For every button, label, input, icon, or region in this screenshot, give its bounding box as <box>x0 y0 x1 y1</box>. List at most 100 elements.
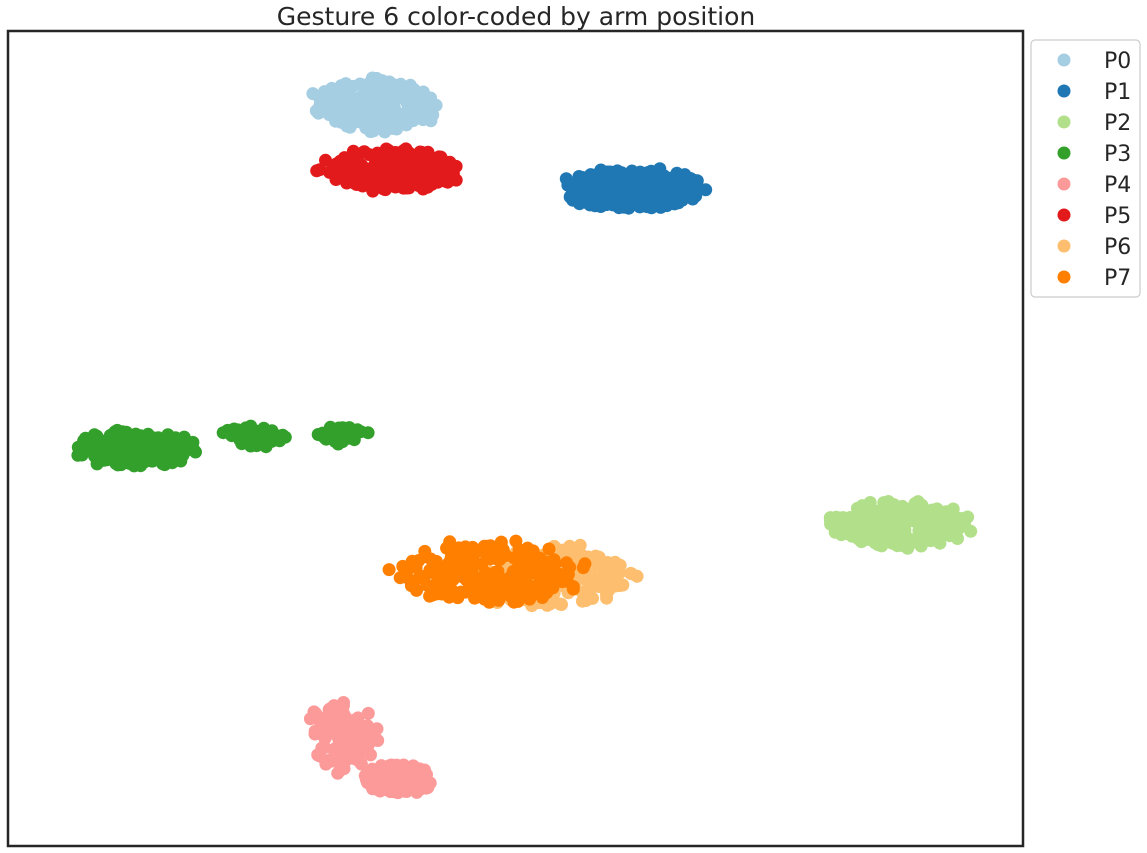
legend-item-P2: P2 <box>1057 111 1131 136</box>
point-P7 <box>410 583 423 597</box>
point-P7 <box>497 578 511 592</box>
point-P2 <box>898 512 912 526</box>
point-P7 <box>526 544 540 558</box>
legend-label: P2 <box>1104 111 1131 136</box>
point-P6 <box>602 564 616 578</box>
point-P4 <box>359 737 373 750</box>
legend-marker <box>1057 239 1071 253</box>
point-P2 <box>875 525 889 539</box>
point-P0 <box>400 96 414 110</box>
legend-item-P0: P0 <box>1057 49 1131 74</box>
point-P4 <box>336 699 350 713</box>
point-P4 <box>410 769 424 783</box>
point-P1 <box>680 182 694 196</box>
point-P5 <box>391 156 405 169</box>
point-P5 <box>378 182 392 196</box>
point-P4 <box>358 769 372 783</box>
point-P4 <box>333 759 347 773</box>
point-P4 <box>309 707 323 720</box>
point-P1 <box>576 171 590 185</box>
point-P7 <box>405 554 419 568</box>
point-P0 <box>337 98 350 112</box>
legend-marker <box>1057 208 1071 222</box>
legend: P0 P1 P2 P3 P4 P5 P6 P7 <box>1030 39 1141 298</box>
point-P7 <box>439 562 453 575</box>
point-P3 <box>90 452 104 466</box>
point-P4 <box>392 777 406 791</box>
point-P3 <box>88 435 101 449</box>
point-P7 <box>478 586 492 600</box>
legend-label: P5 <box>1104 204 1131 229</box>
point-P3 <box>244 422 258 436</box>
point-P4 <box>361 706 375 720</box>
point-P3 <box>332 422 346 436</box>
point-P4 <box>313 749 327 763</box>
point-P7 <box>507 595 521 609</box>
point-P1 <box>662 177 676 191</box>
point-P7 <box>452 541 466 555</box>
point-P2 <box>926 507 940 521</box>
series-P4 <box>303 696 437 800</box>
point-P1 <box>647 196 661 210</box>
point-P7 <box>560 556 574 570</box>
point-P4 <box>327 699 341 713</box>
legend-item-P1: P1 <box>1057 80 1131 105</box>
point-P7 <box>529 581 543 595</box>
point-P2 <box>829 524 842 538</box>
point-P4 <box>421 781 435 794</box>
legend-label: P6 <box>1104 235 1131 260</box>
point-P7 <box>561 567 575 581</box>
point-P7 <box>424 552 438 566</box>
point-P3 <box>171 445 185 459</box>
point-P0 <box>365 80 379 94</box>
point-P1 <box>599 187 613 201</box>
point-P1 <box>631 185 644 199</box>
point-P2 <box>915 507 929 521</box>
point-P4 <box>336 745 349 759</box>
point-P3 <box>136 454 150 468</box>
point-P5 <box>362 148 376 162</box>
point-P3 <box>321 431 335 445</box>
point-P5 <box>310 164 324 178</box>
legend-marker <box>1057 115 1071 129</box>
point-P0 <box>336 85 350 99</box>
legend-marker <box>1057 53 1071 67</box>
point-P0 <box>375 74 389 88</box>
point-P4 <box>406 759 420 773</box>
legend-label: P0 <box>1104 49 1131 74</box>
series-P2 <box>823 495 978 555</box>
point-P7 <box>424 565 438 579</box>
point-P7 <box>496 543 510 557</box>
point-P1 <box>583 198 597 212</box>
point-P0 <box>377 106 391 120</box>
point-P5 <box>383 171 397 185</box>
legend-label: P7 <box>1104 266 1131 291</box>
legend-item-P4: P4 <box>1057 173 1131 198</box>
point-P4 <box>368 725 382 739</box>
chart-title: Gesture 6 color-coded by arm position <box>277 2 756 31</box>
point-P3 <box>123 456 136 470</box>
point-P2 <box>925 525 938 539</box>
point-P7 <box>480 539 494 553</box>
point-P1 <box>625 164 639 178</box>
points-layer <box>71 71 978 800</box>
point-P5 <box>347 162 361 176</box>
point-P1 <box>620 179 633 193</box>
point-P7 <box>451 591 465 604</box>
point-P7 <box>479 574 493 587</box>
point-P0 <box>358 97 372 110</box>
point-P3 <box>100 453 114 467</box>
point-P5 <box>361 178 374 192</box>
point-P3 <box>259 440 273 454</box>
point-P5 <box>413 145 427 159</box>
point-P4 <box>390 763 404 777</box>
point-P5 <box>334 159 347 173</box>
point-P5 <box>443 155 457 169</box>
legend-item-P7: P7 <box>1057 266 1131 291</box>
series-P0 <box>306 71 443 139</box>
point-P2 <box>850 501 864 515</box>
point-P5 <box>422 166 436 180</box>
point-P2 <box>863 526 877 540</box>
point-P0 <box>390 122 404 136</box>
point-P7 <box>544 556 557 570</box>
